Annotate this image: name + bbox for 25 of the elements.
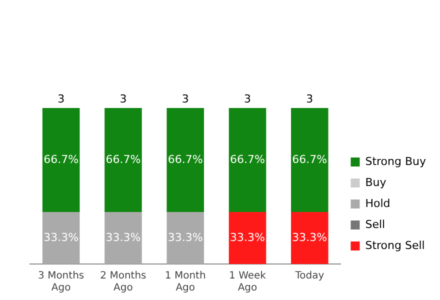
data-label: 33.3% [106, 230, 141, 244]
data-label: 66.7% [106, 152, 141, 166]
data-label: 66.7% [44, 152, 79, 166]
annotation: 3 [58, 92, 65, 106]
annotation: 3 [182, 92, 189, 106]
data-label: 33.3% [230, 230, 265, 244]
x-tick-label: 3 Months Ago [38, 270, 84, 294]
data-label: 66.7% [230, 152, 265, 166]
legend-label: Buy [365, 176, 387, 189]
data-label: 33.3% [292, 230, 328, 244]
x-tick-label: Today [294, 270, 324, 282]
annotation: 3 [120, 92, 127, 106]
legend-label: Sell [365, 218, 386, 231]
annotation: 3 [306, 92, 314, 106]
data-label: 66.7% [292, 152, 328, 166]
data-label: 33.3% [168, 230, 203, 244]
legend-label: Strong Buy [365, 154, 426, 168]
x-tick-label: 2 Months Ago [100, 270, 146, 294]
legend-label: Strong Sell [365, 238, 425, 252]
legend-label: Hold [365, 196, 390, 210]
x-tick-label: 1 Month Ago [164, 270, 206, 294]
x-tick-label: 1 Week Ago [229, 270, 266, 294]
annotation: 3 [244, 92, 251, 106]
data-label: 33.3% [44, 230, 79, 244]
data-label: 66.7% [168, 152, 203, 166]
